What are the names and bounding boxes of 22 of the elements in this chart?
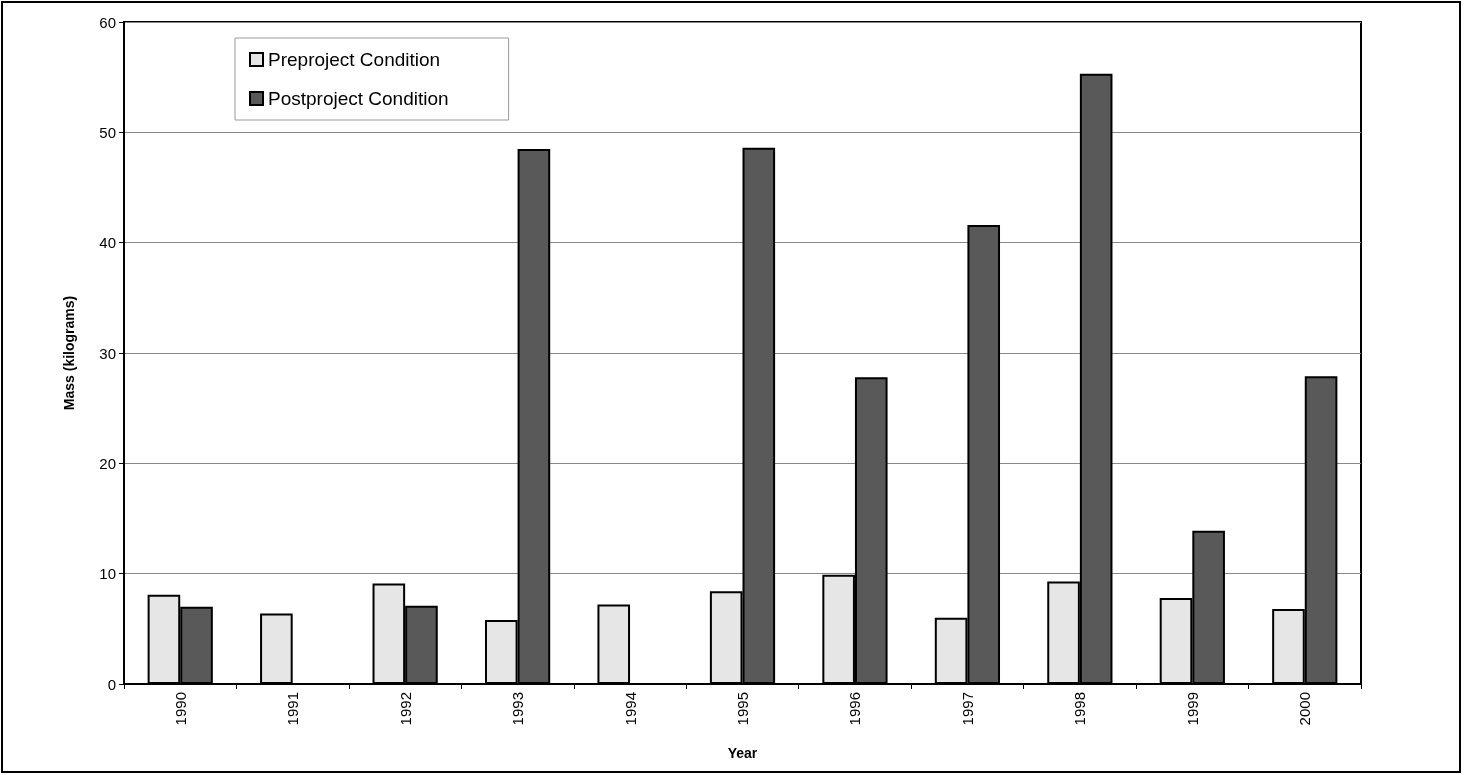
x-tick-label: 1999: [1183, 692, 1201, 726]
y-tick-label: 60: [99, 13, 116, 31]
x-tick-label: 1994: [621, 692, 639, 726]
legend-label: Preproject Condition: [268, 49, 441, 70]
legend-label: Postproject Condition: [268, 88, 449, 109]
x-tick-label: 1990: [171, 692, 189, 726]
x-tick-label: 1991: [284, 692, 302, 726]
x-tick-label: 1992: [396, 692, 414, 726]
x-axis-title: Year: [727, 745, 758, 761]
y-tick-label: 50: [99, 123, 116, 141]
x-tick-label: 1995: [734, 692, 751, 726]
y-tick-label: 40: [99, 234, 116, 252]
x-tick-label: 1993: [509, 692, 527, 726]
y-tick-label: 0: [107, 675, 116, 693]
y-tick-label: 10: [99, 565, 116, 583]
x-tick-label: 1996: [846, 692, 864, 726]
x-tick-label: 1997: [958, 692, 976, 726]
x-tick-label: 2000: [1296, 692, 1314, 726]
y-tick-label: 30: [99, 344, 116, 362]
y-tick-label: 20: [99, 454, 116, 472]
x-tick-label: 1998: [1071, 692, 1089, 726]
y-axis-title: Mass (kilograms): [61, 295, 77, 411]
